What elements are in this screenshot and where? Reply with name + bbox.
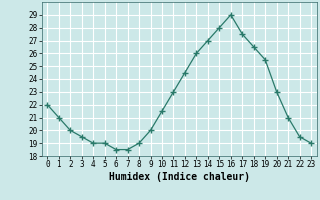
X-axis label: Humidex (Indice chaleur): Humidex (Indice chaleur) (109, 172, 250, 182)
